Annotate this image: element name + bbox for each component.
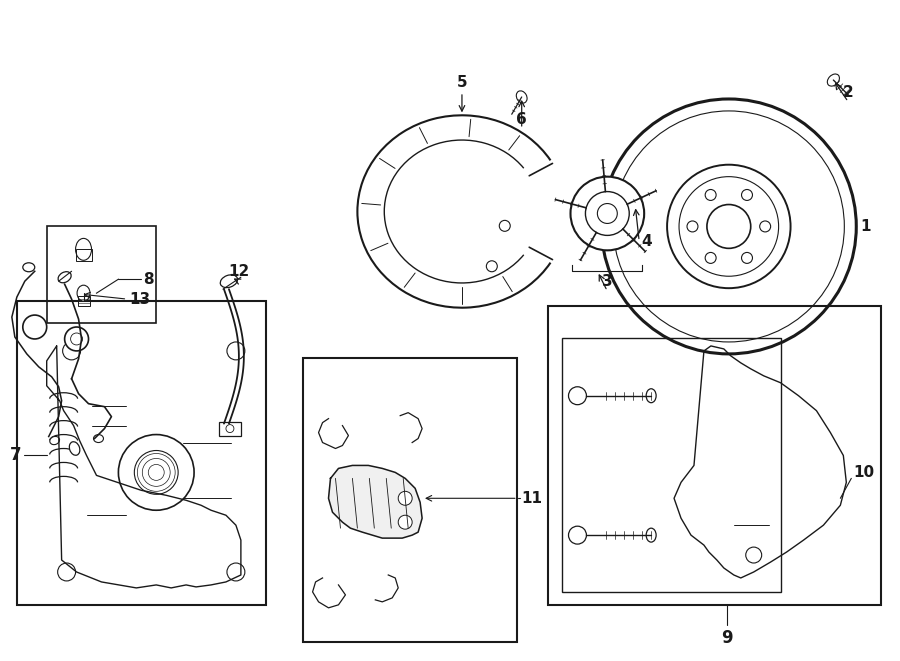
Circle shape [58, 563, 76, 581]
Text: 3: 3 [602, 274, 613, 289]
Text: 10: 10 [853, 465, 875, 480]
Circle shape [398, 491, 412, 505]
Circle shape [746, 547, 761, 563]
Circle shape [227, 563, 245, 581]
Circle shape [65, 327, 88, 351]
Ellipse shape [827, 74, 840, 86]
Circle shape [63, 342, 81, 360]
Circle shape [500, 220, 510, 231]
Bar [219, 422, 241, 436]
Bar [302, 358, 517, 642]
Text: 4: 4 [641, 234, 652, 249]
Bar [17, 301, 266, 605]
Bar [47, 227, 157, 323]
Ellipse shape [94, 434, 104, 442]
Text: 1: 1 [860, 219, 871, 234]
Ellipse shape [646, 528, 656, 542]
Circle shape [227, 342, 245, 360]
Bar [77, 296, 89, 306]
Ellipse shape [22, 263, 35, 272]
Text: 5: 5 [456, 75, 467, 90]
Polygon shape [328, 465, 422, 538]
Ellipse shape [77, 285, 90, 301]
Text: 12: 12 [229, 264, 249, 279]
Ellipse shape [517, 91, 527, 103]
Ellipse shape [220, 275, 238, 288]
Text: 6: 6 [517, 112, 527, 127]
Bar [76, 249, 92, 261]
Bar [562, 338, 780, 592]
Bar [547, 306, 881, 605]
Text: 8: 8 [143, 272, 154, 287]
Text: 7: 7 [10, 446, 22, 465]
Text: 11: 11 [522, 490, 543, 506]
Text: 2: 2 [843, 85, 854, 100]
Ellipse shape [58, 272, 71, 283]
Ellipse shape [646, 389, 656, 403]
Circle shape [569, 526, 587, 544]
Circle shape [569, 387, 587, 405]
Circle shape [486, 261, 498, 272]
Circle shape [22, 315, 47, 339]
Circle shape [571, 176, 644, 251]
Text: 9: 9 [721, 629, 733, 646]
Circle shape [398, 515, 412, 529]
Text: 13: 13 [130, 292, 150, 307]
Circle shape [119, 434, 194, 510]
Ellipse shape [76, 239, 92, 260]
Ellipse shape [50, 436, 59, 445]
Ellipse shape [69, 442, 80, 455]
